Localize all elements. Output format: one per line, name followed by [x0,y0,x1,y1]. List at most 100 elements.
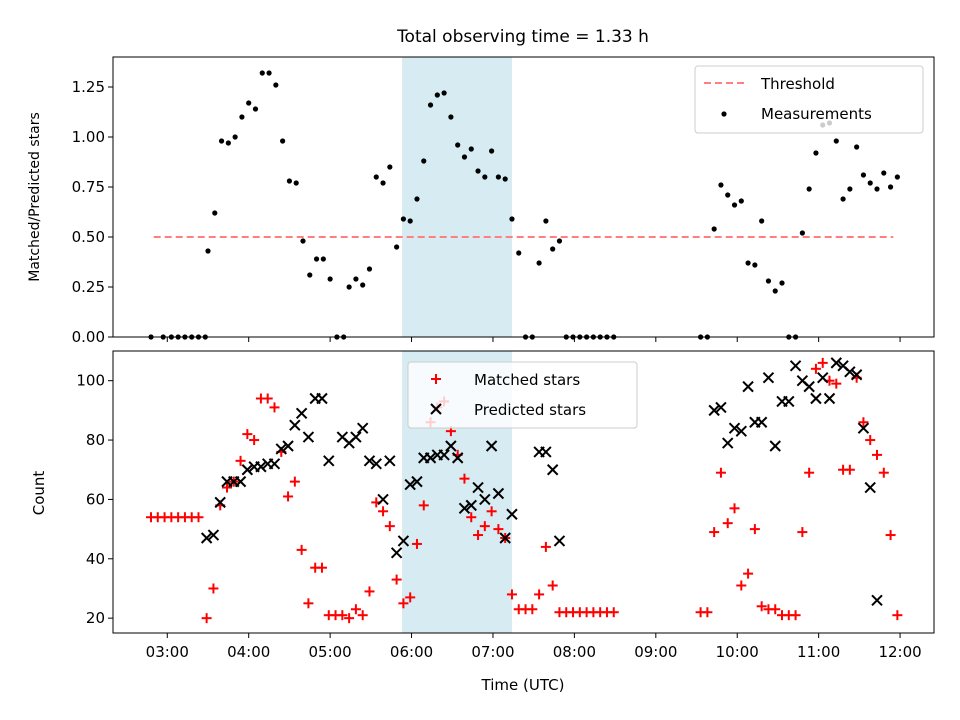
matched-star-point [790,610,801,621]
predicted-star-point [553,535,566,547]
ratio-panel: 0.00 0.25 0.50 0.75 1.00 1.25 Total observing… [27,27,935,346]
matched-star-point [418,500,429,511]
measurement-point [280,138,286,144]
count-y-ticks: 20 40 60 80 100 [76,372,113,627]
measurement-point [765,278,772,284]
predicted-star-point [241,464,254,476]
legend-threshold-label: Threshold [760,75,835,93]
matched-star-point [743,568,754,579]
predicted-star-point [715,401,727,414]
x-tick-label: 10:00 [716,643,759,661]
matched-star-point [303,598,314,609]
matched-star-point [722,518,733,529]
predicted-star-point [830,357,843,369]
matched-star-point [756,601,767,612]
matched-star-point [289,476,300,487]
ratio-axes-frame [112,56,935,338]
predicted-star-point [370,458,382,470]
matched-star-point [534,589,545,600]
predicted-star-point [424,452,437,464]
predicted-star-point [404,478,416,491]
matched-star-point [269,402,280,413]
measurement-point [556,238,563,244]
count-x-ticks: 03:00 04:00 05:00 06:00 07:00 08:00 09:00 10:00… [146,633,922,661]
measurement-point [293,180,299,186]
measurement-point [313,256,320,262]
measurement-point [718,182,724,188]
matched-star-point [391,574,402,585]
predicted-star-point [844,366,856,378]
predicted-stars-points [200,357,883,607]
predicted-star-point [200,532,213,544]
measurement-point [468,146,474,152]
predicted-star-point [289,419,301,431]
predicted-star-point [411,475,423,488]
matched-star-point [506,589,517,600]
matched-star-point [749,524,760,535]
measurement-point [373,174,379,180]
matched-star-point [193,512,204,523]
measurement-point [759,218,765,224]
predicted-star-point [546,464,559,476]
measurement-point [482,174,488,180]
measurement-point [266,70,272,76]
predicted-star-point [823,392,836,405]
measurement-point [854,144,860,150]
measurement-point [806,186,812,192]
predicted-star-point [316,392,328,405]
matched-star-point [296,544,307,555]
predicted-star-point [857,422,870,434]
measurement-point [380,180,386,186]
matched-star-point [486,506,497,517]
measurement-point [252,106,259,112]
predicted-star-point [377,493,389,506]
matched-star-point [378,506,389,517]
predicted-star-point [445,440,457,452]
measurement-point [286,178,293,184]
predicted-star-point [708,404,720,417]
predicted-star-point [492,487,505,500]
predicted-star-point [275,443,287,455]
matched-star-point [479,521,490,532]
measurement-point [434,92,440,98]
matched-star-point [350,604,361,615]
measurement-point [725,192,731,198]
matched-star-point [473,530,484,541]
measurement-point [414,196,420,202]
ratio-y-ticks: 0.00 0.25 0.50 0.75 1.00 1.25 [72,78,113,346]
predicted-star-point [742,380,754,393]
matched-star-point [817,357,828,368]
x-axis-label: Time (UTC) [481,676,565,694]
matched-star-point [201,613,212,624]
predicted-star-point [438,449,450,461]
predicted-star-point [451,452,464,464]
measurement-point [894,174,900,180]
measurement-point [300,238,306,244]
predicted-star-point [295,407,308,420]
matched-star-point [493,524,504,535]
predicted-star-point [479,493,491,506]
predicted-star-point [255,461,267,473]
matched-star-point [858,417,869,428]
matched-star-point [235,455,246,466]
predicted-star-point [234,475,247,488]
matched-star-point [337,610,348,621]
measurement-point [427,102,434,108]
measurement-point [366,266,373,272]
count-legend-box [407,361,638,429]
x-tick-label: 08:00 [553,643,596,661]
count-panel: 20 40 60 80 100 03:00 04:00 05:00 06:00 07:00 08:… [30,350,935,694]
predicted-star-point [817,372,829,384]
measurement-point [731,202,738,208]
measurement-point [752,262,758,268]
chart-title: Total observing time = 1.33 h [396,27,649,47]
matched-star-point [831,378,842,389]
measurement-point [400,216,407,222]
count-legend: Matched stars Predicted stars [407,361,638,429]
predicted-star-point [363,455,376,467]
matched-star-point [608,607,619,618]
measurement-point [394,244,400,250]
predicted-star-point [735,425,748,437]
matched-star-point [249,435,260,446]
measurement-point [516,250,522,256]
